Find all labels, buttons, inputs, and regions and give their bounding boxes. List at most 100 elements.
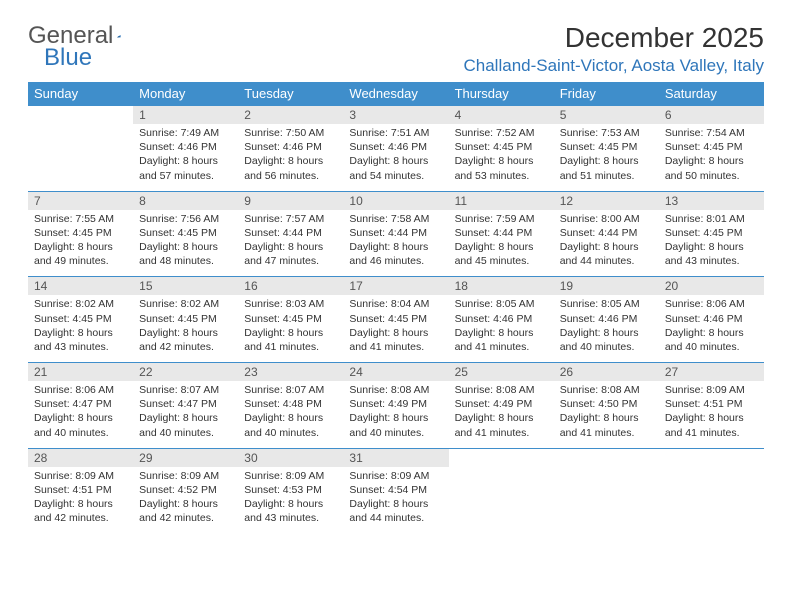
calendar-day-cell: 14Sunrise: 8:02 AMSunset: 4:45 PMDayligh… bbox=[28, 277, 133, 363]
calendar-table: Sunday Monday Tuesday Wednesday Thursday… bbox=[28, 82, 764, 533]
weekday-header: Tuesday bbox=[238, 82, 343, 106]
day-number: 22 bbox=[133, 363, 238, 381]
day-details: Sunrise: 8:08 AMSunset: 4:49 PMDaylight:… bbox=[449, 381, 554, 448]
calendar-week-row: 7Sunrise: 7:55 AMSunset: 4:45 PMDaylight… bbox=[28, 191, 764, 277]
day-details: Sunrise: 7:59 AMSunset: 4:44 PMDaylight:… bbox=[449, 210, 554, 277]
day-details: Sunrise: 8:02 AMSunset: 4:45 PMDaylight:… bbox=[28, 295, 133, 362]
calendar-day-cell: 29Sunrise: 8:09 AMSunset: 4:52 PMDayligh… bbox=[133, 448, 238, 533]
day-number: 12 bbox=[554, 192, 659, 210]
calendar-day-cell: 28Sunrise: 8:09 AMSunset: 4:51 PMDayligh… bbox=[28, 448, 133, 533]
day-number: 29 bbox=[133, 449, 238, 467]
calendar-day-cell: 25Sunrise: 8:08 AMSunset: 4:49 PMDayligh… bbox=[449, 363, 554, 449]
day-details: Sunrise: 8:07 AMSunset: 4:48 PMDaylight:… bbox=[238, 381, 343, 448]
weekday-header: Saturday bbox=[659, 82, 764, 106]
calendar-day-cell: 16Sunrise: 8:03 AMSunset: 4:45 PMDayligh… bbox=[238, 277, 343, 363]
calendar-day-cell: 17Sunrise: 8:04 AMSunset: 4:45 PMDayligh… bbox=[343, 277, 448, 363]
location-text: Challand-Saint-Victor, Aosta Valley, Ita… bbox=[28, 56, 764, 76]
day-number: 20 bbox=[659, 277, 764, 295]
day-details: Sunrise: 8:02 AMSunset: 4:45 PMDaylight:… bbox=[133, 295, 238, 362]
day-number: 17 bbox=[343, 277, 448, 295]
day-number: 18 bbox=[449, 277, 554, 295]
calendar-week-row: 1Sunrise: 7:49 AMSunset: 4:46 PMDaylight… bbox=[28, 106, 764, 192]
day-number: 2 bbox=[238, 106, 343, 124]
day-details: Sunrise: 8:09 AMSunset: 4:52 PMDaylight:… bbox=[133, 467, 238, 534]
logo-icon bbox=[117, 26, 121, 46]
day-details: Sunrise: 8:09 AMSunset: 4:53 PMDaylight:… bbox=[238, 467, 343, 534]
day-number: 25 bbox=[449, 363, 554, 381]
day-details: Sunrise: 7:49 AMSunset: 4:46 PMDaylight:… bbox=[133, 124, 238, 191]
day-number: 11 bbox=[449, 192, 554, 210]
calendar-day-cell: 11Sunrise: 7:59 AMSunset: 4:44 PMDayligh… bbox=[449, 191, 554, 277]
day-number: 7 bbox=[28, 192, 133, 210]
calendar-day-cell: 18Sunrise: 8:05 AMSunset: 4:46 PMDayligh… bbox=[449, 277, 554, 363]
day-details: Sunrise: 8:03 AMSunset: 4:45 PMDaylight:… bbox=[238, 295, 343, 362]
day-number: 24 bbox=[343, 363, 448, 381]
calendar-day-cell: 21Sunrise: 8:06 AMSunset: 4:47 PMDayligh… bbox=[28, 363, 133, 449]
calendar-day-cell: 31Sunrise: 8:09 AMSunset: 4:54 PMDayligh… bbox=[343, 448, 448, 533]
calendar-day-cell: 10Sunrise: 7:58 AMSunset: 4:44 PMDayligh… bbox=[343, 191, 448, 277]
calendar-day-cell: 19Sunrise: 8:05 AMSunset: 4:46 PMDayligh… bbox=[554, 277, 659, 363]
day-number: 3 bbox=[343, 106, 448, 124]
day-details: Sunrise: 8:07 AMSunset: 4:47 PMDaylight:… bbox=[133, 381, 238, 448]
weekday-header: Monday bbox=[133, 82, 238, 106]
day-number: 15 bbox=[133, 277, 238, 295]
calendar-day-cell: 4Sunrise: 7:52 AMSunset: 4:45 PMDaylight… bbox=[449, 106, 554, 192]
day-details: Sunrise: 8:01 AMSunset: 4:45 PMDaylight:… bbox=[659, 210, 764, 277]
day-number: 31 bbox=[343, 449, 448, 467]
day-number: 4 bbox=[449, 106, 554, 124]
calendar-day-cell: 22Sunrise: 8:07 AMSunset: 4:47 PMDayligh… bbox=[133, 363, 238, 449]
calendar-week-row: 14Sunrise: 8:02 AMSunset: 4:45 PMDayligh… bbox=[28, 277, 764, 363]
day-number: 10 bbox=[343, 192, 448, 210]
calendar-day-cell: 24Sunrise: 8:08 AMSunset: 4:49 PMDayligh… bbox=[343, 363, 448, 449]
calendar-week-row: 28Sunrise: 8:09 AMSunset: 4:51 PMDayligh… bbox=[28, 448, 764, 533]
calendar-day-cell: 5Sunrise: 7:53 AMSunset: 4:45 PMDaylight… bbox=[554, 106, 659, 192]
day-details: Sunrise: 8:00 AMSunset: 4:44 PMDaylight:… bbox=[554, 210, 659, 277]
day-details: Sunrise: 7:57 AMSunset: 4:44 PMDaylight:… bbox=[238, 210, 343, 277]
calendar-day-cell bbox=[659, 448, 764, 533]
day-details: Sunrise: 7:58 AMSunset: 4:44 PMDaylight:… bbox=[343, 210, 448, 277]
day-details: Sunrise: 8:09 AMSunset: 4:51 PMDaylight:… bbox=[28, 467, 133, 534]
day-details: Sunrise: 8:04 AMSunset: 4:45 PMDaylight:… bbox=[343, 295, 448, 362]
calendar-day-cell: 20Sunrise: 8:06 AMSunset: 4:46 PMDayligh… bbox=[659, 277, 764, 363]
calendar-day-cell: 7Sunrise: 7:55 AMSunset: 4:45 PMDaylight… bbox=[28, 191, 133, 277]
day-number: 23 bbox=[238, 363, 343, 381]
day-details: Sunrise: 7:53 AMSunset: 4:45 PMDaylight:… bbox=[554, 124, 659, 191]
day-number: 5 bbox=[554, 106, 659, 124]
day-number: 14 bbox=[28, 277, 133, 295]
day-details: Sunrise: 8:06 AMSunset: 4:46 PMDaylight:… bbox=[659, 295, 764, 362]
day-details: Sunrise: 8:08 AMSunset: 4:50 PMDaylight:… bbox=[554, 381, 659, 448]
day-number: 9 bbox=[238, 192, 343, 210]
calendar-day-cell: 27Sunrise: 8:09 AMSunset: 4:51 PMDayligh… bbox=[659, 363, 764, 449]
calendar-day-cell bbox=[28, 106, 133, 192]
calendar-day-cell: 8Sunrise: 7:56 AMSunset: 4:45 PMDaylight… bbox=[133, 191, 238, 277]
day-details: Sunrise: 7:55 AMSunset: 4:45 PMDaylight:… bbox=[28, 210, 133, 277]
day-number: 13 bbox=[659, 192, 764, 210]
calendar-day-cell: 2Sunrise: 7:50 AMSunset: 4:46 PMDaylight… bbox=[238, 106, 343, 192]
day-details: Sunrise: 8:09 AMSunset: 4:54 PMDaylight:… bbox=[343, 467, 448, 534]
day-number: 16 bbox=[238, 277, 343, 295]
calendar-day-cell: 12Sunrise: 8:00 AMSunset: 4:44 PMDayligh… bbox=[554, 191, 659, 277]
day-number: 19 bbox=[554, 277, 659, 295]
weekday-header: Friday bbox=[554, 82, 659, 106]
calendar-day-cell: 30Sunrise: 8:09 AMSunset: 4:53 PMDayligh… bbox=[238, 448, 343, 533]
day-number: 27 bbox=[659, 363, 764, 381]
calendar-day-cell: 6Sunrise: 7:54 AMSunset: 4:45 PMDaylight… bbox=[659, 106, 764, 192]
calendar-day-cell: 13Sunrise: 8:01 AMSunset: 4:45 PMDayligh… bbox=[659, 191, 764, 277]
calendar-week-row: 21Sunrise: 8:06 AMSunset: 4:47 PMDayligh… bbox=[28, 363, 764, 449]
day-details: Sunrise: 8:05 AMSunset: 4:46 PMDaylight:… bbox=[449, 295, 554, 362]
day-details: Sunrise: 8:06 AMSunset: 4:47 PMDaylight:… bbox=[28, 381, 133, 448]
calendar-day-cell: 3Sunrise: 7:51 AMSunset: 4:46 PMDaylight… bbox=[343, 106, 448, 192]
calendar-day-cell: 26Sunrise: 8:08 AMSunset: 4:50 PMDayligh… bbox=[554, 363, 659, 449]
day-number: 26 bbox=[554, 363, 659, 381]
weekday-header: Wednesday bbox=[343, 82, 448, 106]
day-number: 8 bbox=[133, 192, 238, 210]
calendar-day-cell: 23Sunrise: 8:07 AMSunset: 4:48 PMDayligh… bbox=[238, 363, 343, 449]
day-details: Sunrise: 7:54 AMSunset: 4:45 PMDaylight:… bbox=[659, 124, 764, 191]
day-number: 1 bbox=[133, 106, 238, 124]
calendar-day-cell bbox=[449, 448, 554, 533]
weekday-header: Sunday bbox=[28, 82, 133, 106]
calendar-day-cell: 9Sunrise: 7:57 AMSunset: 4:44 PMDaylight… bbox=[238, 191, 343, 277]
day-details: Sunrise: 7:51 AMSunset: 4:46 PMDaylight:… bbox=[343, 124, 448, 191]
calendar-day-cell: 15Sunrise: 8:02 AMSunset: 4:45 PMDayligh… bbox=[133, 277, 238, 363]
day-number: 21 bbox=[28, 363, 133, 381]
